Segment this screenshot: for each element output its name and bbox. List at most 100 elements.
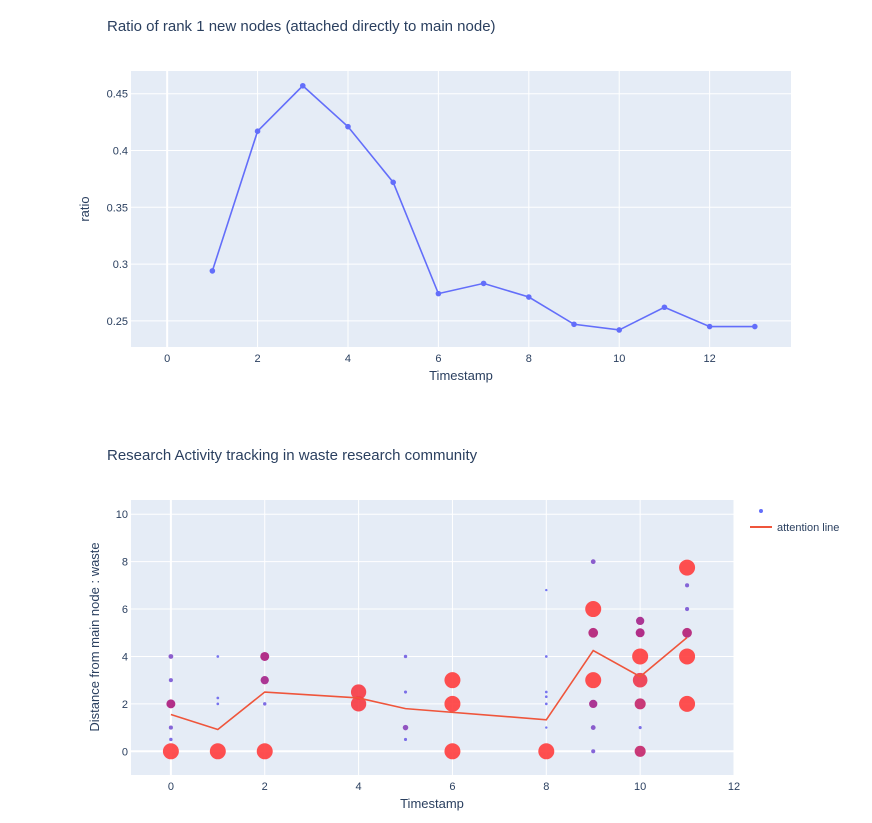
chart2-x-tick-labels: 0 2 4 6 8 10 12 [168, 781, 740, 793]
chart2-scatter-point [585, 601, 602, 618]
chart1-x-tick-label: 12 [704, 353, 716, 365]
chart1-data-point [752, 323, 758, 330]
chart1-x-tick-label: 2 [255, 353, 261, 365]
chart2-scatter-point [544, 695, 548, 699]
chart2-scatter-point [260, 676, 269, 685]
chart2-scatter-point [589, 699, 598, 709]
chart2-x-axis-title: Timestamp [400, 796, 464, 811]
chart1-data-point [345, 123, 351, 130]
chart2-scatter-point [682, 627, 692, 638]
legend-marker-points[interactable] [759, 509, 763, 513]
chart2-scatter-point [544, 690, 548, 694]
chart1-data-point [616, 327, 623, 333]
chart1-data-point [390, 179, 396, 186]
chart2-y-axis-title: Distance from main node : waste [87, 542, 102, 731]
chart2-scatter-point [168, 725, 173, 730]
chart2-scatter-point [216, 655, 220, 658]
chart2-legend[interactable]: attention line [750, 509, 839, 534]
chart1-x-tick-label: 4 [345, 353, 351, 365]
chart2-scatter-point [634, 745, 646, 757]
chart2-scatter-point [209, 743, 226, 760]
chart1-data-point [435, 290, 442, 297]
chart2-x-tick-label: 12 [728, 781, 740, 793]
chart1-y-tick-label: 0.25 [107, 316, 128, 328]
chart1-plot-area [131, 71, 791, 347]
chart2-scatter-point [590, 559, 596, 565]
chart2-x-tick-label: 8 [543, 781, 549, 793]
chart2-scatter-point [591, 749, 596, 754]
chart2-attention-line [170, 636, 688, 731]
chart1-data-point [526, 294, 532, 300]
chart2-x-tick-label: 6 [449, 781, 455, 793]
chart2-scatter-point [545, 726, 548, 729]
chart2-x-tick-label: 4 [356, 781, 362, 793]
chart2-scatter-point [679, 695, 696, 712]
chart2-scatter-point [403, 654, 408, 659]
chart2-scatter-point [168, 678, 173, 683]
chart2-y-tick-label: 10 [116, 509, 128, 521]
chart1-title: Ratio of rank 1 new nodes (attached dire… [107, 18, 496, 35]
chart2-scatter-point [162, 743, 179, 760]
chart2-scatter-point [685, 607, 690, 612]
chart1-x-tick-label: 0 [164, 353, 170, 365]
chart1-y-tick-label: 0.45 [107, 89, 128, 101]
chart2-attention-line-path [170, 636, 688, 731]
chart2-scatter-point [635, 628, 645, 638]
chart2-scatter-point [585, 672, 602, 689]
chart2-gridlines [131, 500, 735, 775]
chart2-scatter-point [634, 698, 646, 710]
legend-label-attention-line[interactable]: attention line [777, 522, 839, 534]
chart2-scatter-point [350, 684, 367, 700]
chart2-scatter-point [632, 648, 649, 665]
activity-chart: Research Activity tracking in waste rese… [87, 447, 839, 811]
chart2-scatter-point [635, 616, 645, 626]
chart1-x-tick-labels: 0 2 4 6 8 10 12 [164, 353, 716, 365]
ratio-chart: Ratio of rank 1 new nodes (attached dire… [77, 18, 791, 383]
chart2-scatter-point [588, 627, 599, 638]
chart2-scatter-point [403, 690, 408, 694]
chart2-scatter-point [679, 559, 696, 576]
chart1-y-tick-labels: 0.25 0.3 0.35 0.4 0.45 [107, 89, 128, 328]
chart1-y-tick-label: 0.4 [113, 146, 128, 158]
chart2-scatter-point [544, 655, 548, 658]
chart1-data-point [706, 323, 713, 330]
chart1-y-tick-label: 0.35 [107, 202, 128, 214]
chart1-y-axis-title: ratio [77, 196, 92, 221]
chart1-gridlines [131, 71, 791, 347]
chart2-scatter-point [402, 724, 409, 731]
chart2-x-tick-label: 0 [168, 781, 174, 793]
chart2-scatter-point [538, 743, 555, 760]
chart1-data-point [480, 280, 487, 287]
chart2-x-tick-label: 10 [634, 781, 646, 793]
chart2-y-tick-label: 4 [122, 651, 128, 663]
chart1-x-tick-label: 8 [526, 353, 532, 365]
chart2-scatter-point [444, 695, 461, 712]
chart2-scatter-point [638, 726, 642, 730]
chart2-x-tick-label: 2 [262, 781, 268, 793]
chart2-scatter-point [166, 699, 176, 709]
chart2-scatter-point [632, 672, 648, 688]
chart2-y-tick-label: 6 [122, 604, 128, 616]
chart2-scatter-point [168, 654, 174, 659]
chart2-scatter-point [216, 696, 220, 700]
chart1-data-point [661, 304, 668, 311]
chart1-data-point [209, 268, 216, 274]
chart2-scatter-point [444, 672, 461, 689]
chart2-scatter-point [590, 725, 596, 730]
chart2-scatter-point [350, 696, 367, 712]
chart2-plot-area [131, 500, 734, 775]
chart2-title: Research Activity tracking in waste rese… [107, 447, 478, 464]
chart1-x-tick-label: 6 [435, 353, 441, 365]
chart1-y-tick-label: 0.3 [113, 259, 128, 271]
chart1-data-point [571, 321, 577, 328]
chart2-scatter-point [169, 737, 173, 742]
chart2-scatter-point [403, 737, 408, 741]
chart2-scatter-point [260, 651, 270, 661]
chart2-scatter-point [545, 588, 548, 592]
chart2-scatter-series [162, 559, 696, 760]
chart1-data-point [254, 128, 261, 134]
chart2-scatter-point [544, 702, 548, 706]
chart2-y-tick-label: 8 [122, 557, 128, 569]
chart2-scatter-point [685, 583, 690, 588]
chart2-scatter-point [216, 702, 220, 706]
